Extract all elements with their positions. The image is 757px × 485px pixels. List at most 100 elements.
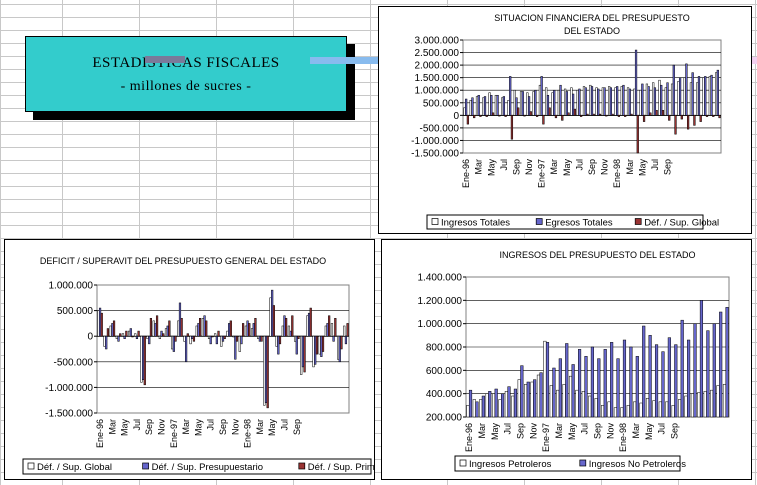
bar-d-f-sup-global xyxy=(214,333,217,337)
bar-d-f-sup-global xyxy=(510,115,514,140)
x-tick-label: May xyxy=(193,419,203,437)
chart-deficit-superavit: DEFICIT / SUPERAVIT DEL PRESUPUESTO GENE… xyxy=(22,256,391,475)
bar-d-f-sup-global xyxy=(649,112,652,116)
bar-egresos-totales xyxy=(609,87,612,116)
bar-d-f-sup-presupuestario xyxy=(172,335,175,352)
bar-ingresos-no-petroleros xyxy=(494,388,498,418)
bar-d-f-sup-primario xyxy=(125,330,128,337)
title-banner: ESTADISTICAS FISCALES - millones de sucr… xyxy=(25,36,347,112)
bar-ingresos-petroleros xyxy=(716,385,720,418)
chart-panel-deficit[interactable]: DEFICIT / SUPERAVIT DEL PRESUPUESTO GENE… xyxy=(4,239,391,480)
bar-egresos-totales xyxy=(578,88,581,116)
bar-ingresos-totales xyxy=(645,83,649,116)
bar-d-f-sup-primario xyxy=(149,318,153,337)
bar-d-f-sup-global xyxy=(580,115,583,117)
bar-d-f-sup-global xyxy=(134,333,137,337)
x-tick-label: Sep xyxy=(516,423,526,439)
banner-subtitle: - millones de sucres - xyxy=(120,79,252,94)
bar-d-f-sup-primario xyxy=(229,320,232,337)
x-tick-label: Jul xyxy=(206,419,216,431)
x-tick-label: Mar xyxy=(255,419,265,435)
chart-panel-situacion[interactable]: SITUACION FINANCIERA DEL PRESUPUESTO DEL … xyxy=(378,6,752,234)
bar-d-f-sup-global xyxy=(226,330,229,337)
bar-ingresos-totales xyxy=(696,82,699,116)
bar-egresos-totales xyxy=(546,94,550,116)
bar-egresos-totales xyxy=(565,91,568,116)
bar-d-f-sup-primario xyxy=(340,335,343,350)
bar-d-f-sup-global xyxy=(115,335,118,340)
bar-egresos-totales xyxy=(685,63,688,116)
bar-ingresos-totales xyxy=(608,86,611,116)
x-tick-label: Jul xyxy=(499,159,509,171)
bar-egresos-totales xyxy=(597,88,600,116)
bar-ingresos-totales xyxy=(664,87,667,116)
x-tick-label: Nov xyxy=(600,159,610,176)
bar-ingresos-totales xyxy=(652,82,655,116)
bar-egresos-totales xyxy=(622,84,625,116)
bar-egresos-totales xyxy=(697,76,701,116)
bar-d-f-sup-presupuestario xyxy=(332,335,335,342)
bar-d-f-sup-global xyxy=(624,115,627,117)
bar-egresos-totales xyxy=(678,77,682,116)
bar-ingresos-no-petroleros xyxy=(622,339,627,418)
bar-egresos-totales xyxy=(653,87,657,116)
x-tick-label: Sep xyxy=(593,423,603,439)
bar-d-f-sup-global xyxy=(244,325,248,337)
bar-egresos-totales xyxy=(603,87,606,116)
bar-ingresos-petroleros xyxy=(479,399,483,418)
bar-d-f-sup-presupuestario xyxy=(344,335,348,345)
bar-egresos-totales xyxy=(465,98,468,116)
bar-d-f-sup-presupuestario xyxy=(338,335,341,363)
bar-egresos-totales xyxy=(641,83,644,116)
bar-ingresos-no-petroleros xyxy=(667,337,671,418)
bar-ingresos-petroleros xyxy=(601,405,605,418)
bar-ingresos-no-petroleros xyxy=(706,330,710,418)
bar-ingresos-petroleros xyxy=(562,384,566,418)
y-tick-label: -1.500.000 xyxy=(45,409,93,420)
bar-ingresos-no-petroleros xyxy=(571,364,575,418)
bar-d-f-sup-global xyxy=(485,115,488,117)
bar-ingresos-petroleros xyxy=(671,405,675,418)
bar-d-f-sup-presupuestario xyxy=(314,335,317,365)
bar-d-f-sup-primario xyxy=(223,335,226,340)
bar-ingresos-petroleros xyxy=(684,395,688,418)
bar-d-f-sup-global xyxy=(554,115,558,119)
bar-ingresos-no-petroleros xyxy=(475,401,479,418)
bar-ingresos-petroleros xyxy=(491,393,496,418)
bar-d-f-sup-global xyxy=(598,113,602,116)
bar-d-f-sup-primario xyxy=(278,335,282,345)
bar-d-f-sup-global xyxy=(529,111,532,116)
bar-d-f-sup-global xyxy=(705,115,709,117)
bar-ingresos-no-petroleros xyxy=(616,358,620,418)
legend-swatch xyxy=(459,459,467,467)
legend-box xyxy=(426,214,704,230)
bar-d-f-sup-primario xyxy=(297,335,300,340)
bar-ingresos-totales xyxy=(620,86,623,116)
bar-d-f-sup-presupuestario xyxy=(111,323,114,337)
bar-d-f-sup-primario xyxy=(285,318,288,337)
bar-ingresos-totales xyxy=(639,89,642,116)
bar-d-f-sup-global xyxy=(103,335,106,347)
bar-d-f-sup-primario xyxy=(131,335,134,338)
bar-ingresos-totales xyxy=(475,96,479,116)
bar-ingresos-totales xyxy=(532,91,535,116)
bar-ingresos-petroleros xyxy=(620,407,624,418)
bar-ingresos-totales xyxy=(658,79,661,116)
legend-label: Ingresos Totales xyxy=(441,218,510,229)
bar-egresos-totales xyxy=(559,84,562,116)
x-tick-label: Nov xyxy=(157,419,167,436)
x-tick-label: Mar xyxy=(554,423,564,439)
bar-d-f-sup-global xyxy=(275,335,278,347)
bar-d-f-sup-global xyxy=(238,335,241,352)
bar-d-f-sup-global xyxy=(318,335,321,355)
bar-ingresos-no-petroleros xyxy=(725,307,729,418)
bar-d-f-sup-global xyxy=(642,115,646,122)
y-tick-label: 1.400.000 xyxy=(418,273,463,284)
bar-d-f-sup-global xyxy=(693,115,696,126)
bar-d-f-sup-presupuestario xyxy=(307,312,311,337)
bar-d-f-sup-presupuestario xyxy=(117,335,120,342)
y-tick-label: 1.000.000 xyxy=(415,86,460,97)
bar-ingresos-petroleros xyxy=(613,407,617,418)
y-tick-label: 3.000.000 xyxy=(415,36,460,47)
chart-panel-ingresos[interactable]: INGRESOS DEL PRESUPUESTO DEL ESTADO 1.400… xyxy=(381,239,752,480)
